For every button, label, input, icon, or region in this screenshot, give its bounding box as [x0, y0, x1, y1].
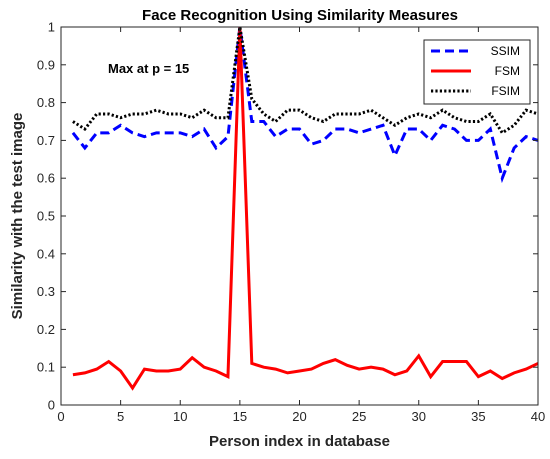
y-tick-label: 0.5: [37, 209, 55, 224]
series-line-fsim: [72, 26, 539, 135]
y-tick-label: 0.6: [37, 171, 55, 186]
series-layer: [71, 26, 539, 391]
y-tick-label: 0: [48, 398, 55, 413]
y-tick-label: 1: [48, 20, 55, 35]
y-tick-label: 0.9: [37, 57, 55, 72]
y-tick-label: 0.2: [37, 322, 55, 337]
x-tick-label: 15: [233, 409, 247, 424]
series-line-fsm: [72, 26, 539, 391]
y-tick-label: 0.8: [37, 95, 55, 110]
x-axis-label: Person index in database: [209, 433, 390, 450]
series-line-ssim: [71, 26, 539, 184]
x-tick-label: 35: [471, 409, 485, 424]
y-axis-label: Similarity with the test image: [9, 113, 26, 320]
x-tick-label: 25: [352, 409, 366, 424]
x-tick-label: 0: [57, 409, 64, 424]
max-annotation: Max at p = 15: [108, 61, 189, 76]
x-tick-label: 10: [173, 409, 187, 424]
x-tick-label: 30: [412, 409, 426, 424]
legend-label-fsim: FSIM: [491, 84, 520, 98]
x-tick-label: 40: [531, 409, 545, 424]
legend-label-fsm: FSM: [495, 64, 520, 78]
x-tick-label: 20: [292, 409, 306, 424]
y-tick-label: 0.4: [37, 246, 55, 261]
y-tick-label: 0.1: [37, 360, 55, 375]
y-tick-label: 0.7: [37, 133, 55, 148]
legend: SSIM FSM FSIM: [423, 39, 531, 105]
legend-label-ssim: SSIM: [491, 44, 520, 58]
chart-title: Face Recognition Using Similarity Measur…: [142, 7, 458, 24]
x-tick-label: 5: [117, 409, 124, 424]
y-tick-label: 0.3: [37, 284, 55, 299]
ticks-layer: 0 5 10 15 20 25 30 35 40 0 0.1 0.2 0.3 0.4 0.5 0.6 0.7 0.…: [37, 20, 545, 425]
